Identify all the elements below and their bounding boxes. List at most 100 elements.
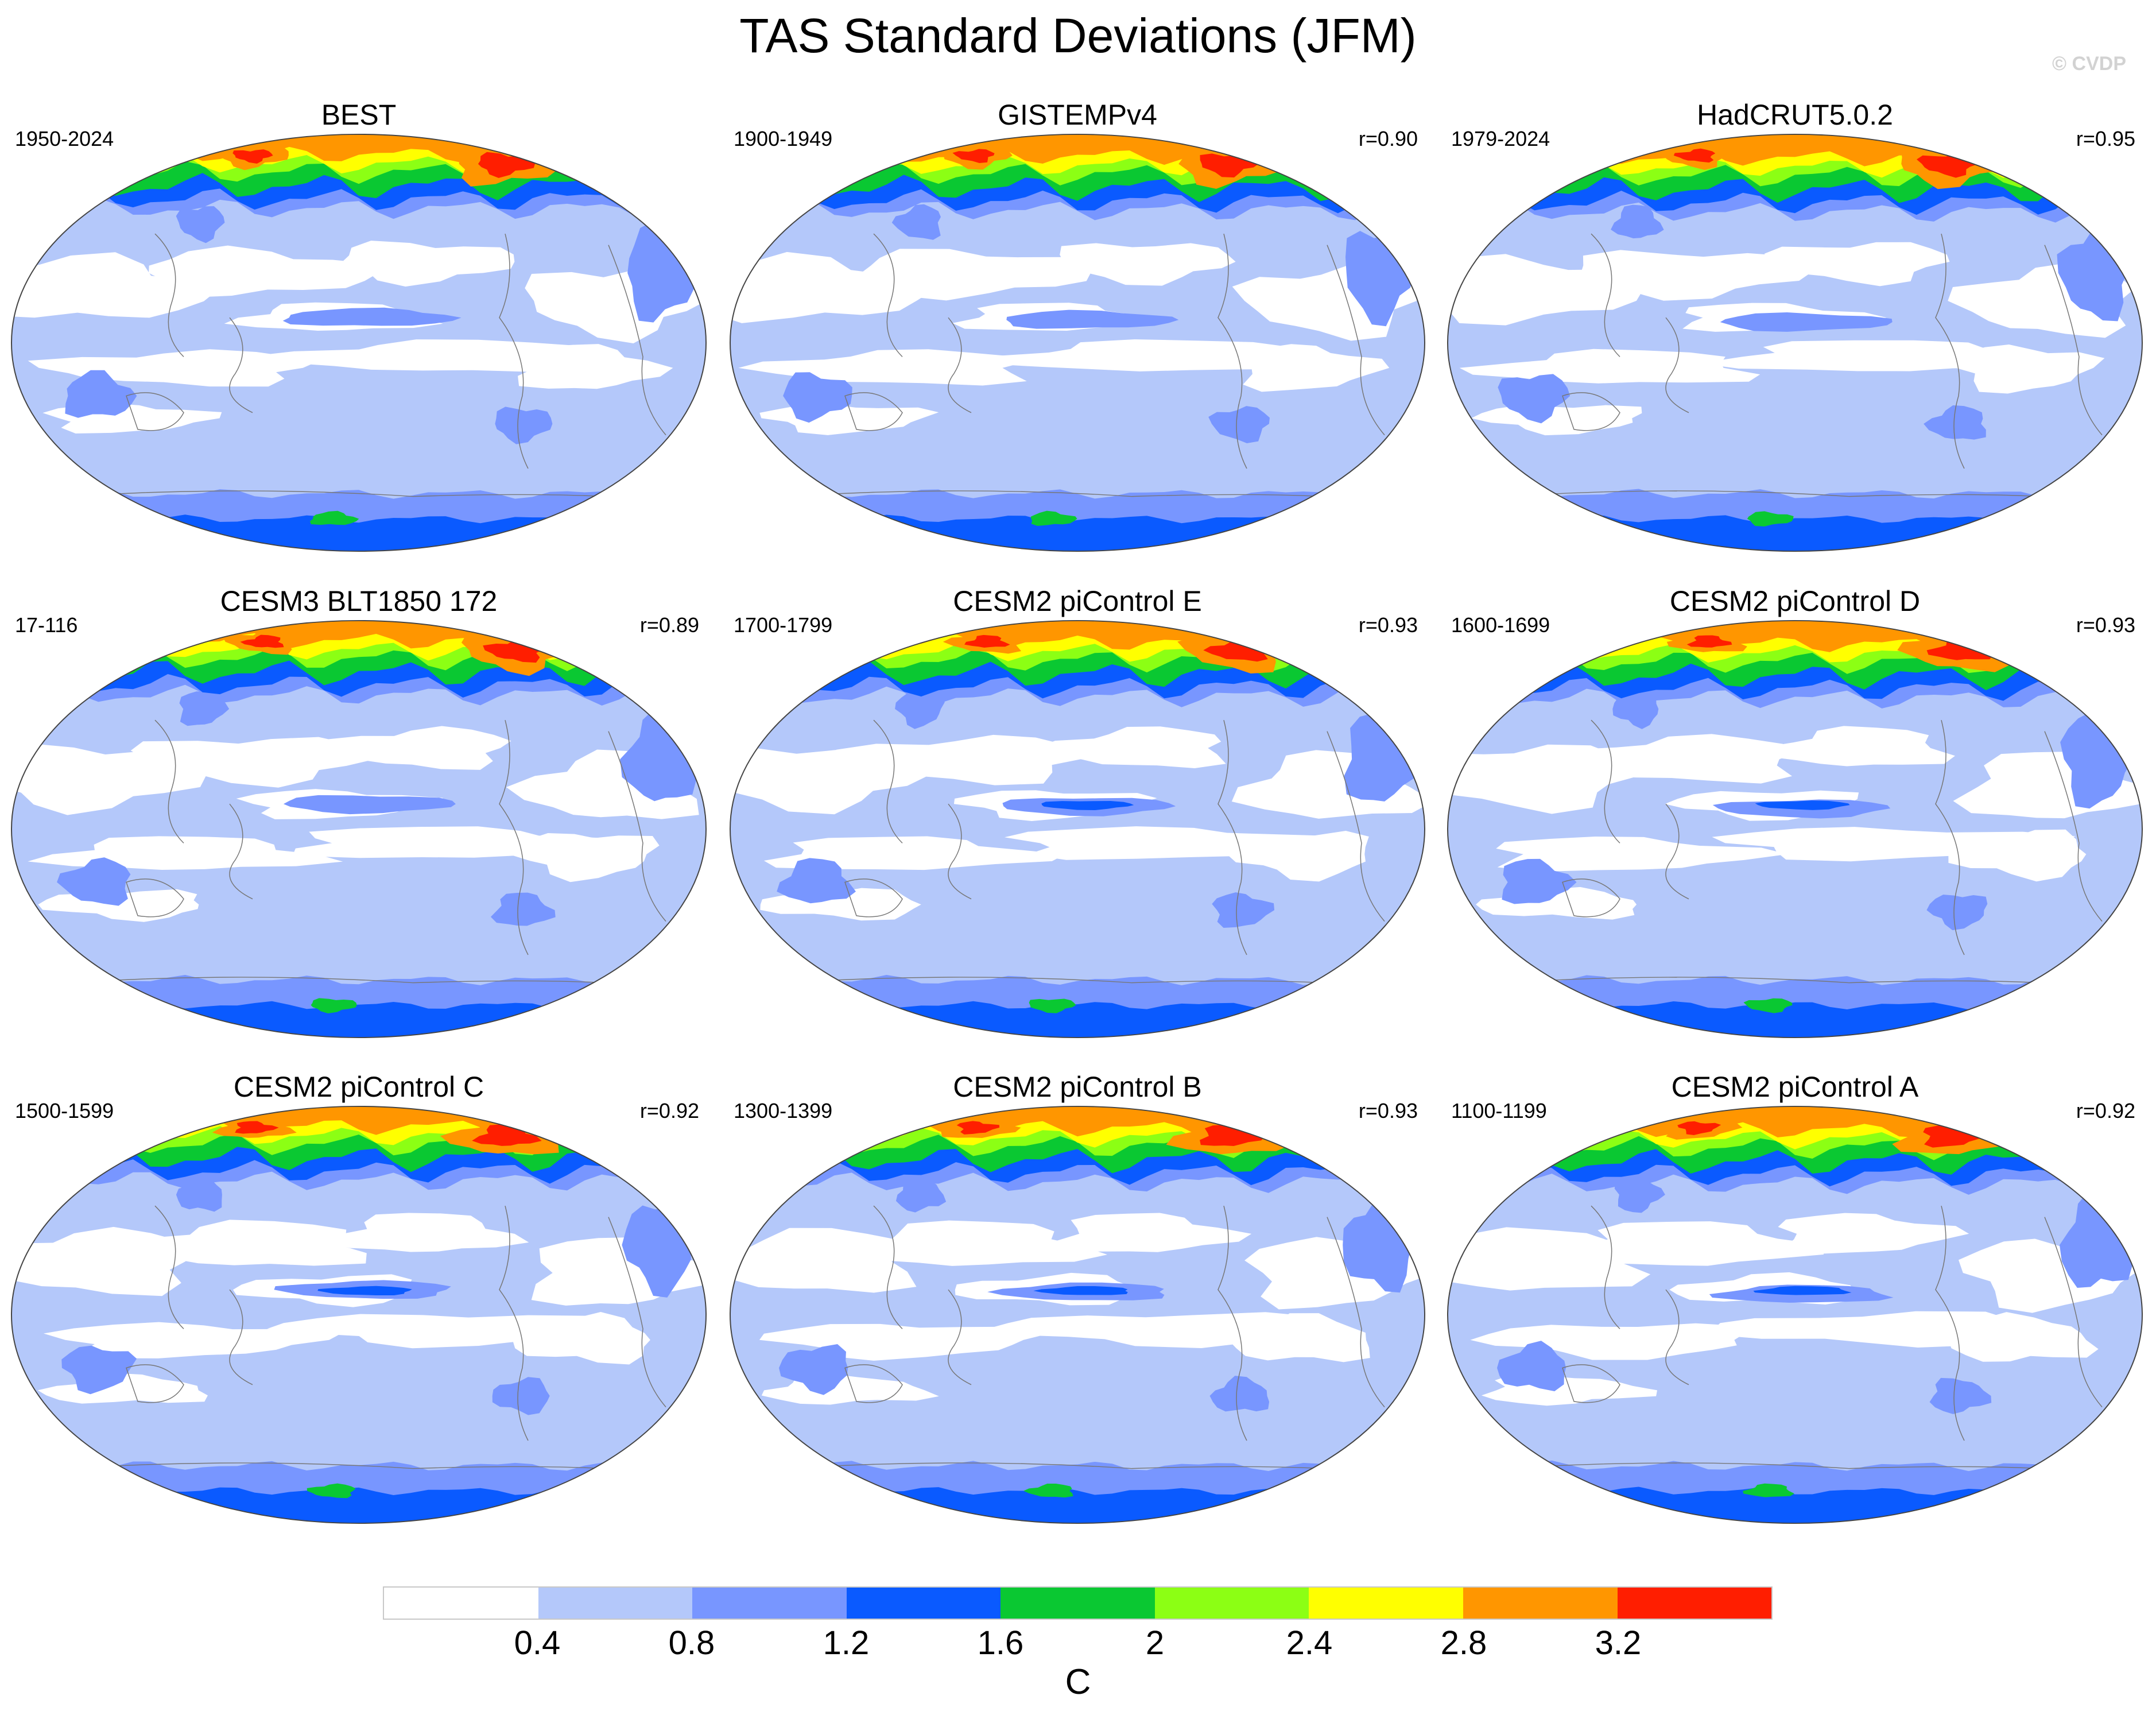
coastline [873,233,903,357]
panel-correlation: r=0.93 [2076,613,2135,637]
peak-variability-hotspot [1677,1121,1721,1135]
map-border [11,620,707,1039]
coastline [1591,1205,1620,1329]
coastline [1935,720,1965,955]
variability-patch [779,1344,848,1395]
antarctic-hotspot [307,1483,356,1499]
low-variability-zone [1236,344,1390,392]
coastline [1327,245,1385,436]
low-variability-zone [1036,726,1226,769]
colorbar-tick-label: 3.2 [1595,1624,1642,1662]
low-variability-zone [149,245,379,298]
variability-patch [1611,204,1664,239]
peak-variability-hotspot [1923,1124,1987,1148]
coastline [1665,1289,1689,1385]
peak-variability-hotspot [1526,637,1575,658]
high-variability-hotspot [1495,1114,1589,1149]
coastline [608,731,666,922]
antarctic-hotspot [1023,1483,1073,1498]
high-variability-hotspot [71,629,152,669]
map-border [730,1105,1425,1524]
panel-correlation: r=0.95 [2076,127,2135,150]
colorbar-tick-label: 2 [1145,1624,1165,1662]
low-variability-zone [323,1213,529,1252]
panel-period: 1300-1399 [734,1099,833,1122]
colorbar-swatch [1154,1588,1309,1619]
panel-period: 1950-2024 [15,127,114,150]
northern-variability-band [730,1106,1425,1137]
coastline [2044,245,2103,436]
variability-patch [179,691,230,726]
panel-title: CESM2 piControl C [233,1071,484,1103]
high-variability-hotspot [792,631,876,669]
equatorial-band-core [1753,1286,1852,1295]
panel-period: 1900-1949 [734,127,833,150]
antarctic-hotspot [1029,998,1076,1013]
coastline [608,1217,666,1408]
variability-patch [1924,405,1986,440]
panel-period: 1979-2024 [1451,127,1550,150]
panel-title: CESM2 piControl A [1671,1071,1919,1103]
coastline [1665,803,1689,900]
coastline [1562,878,1620,918]
panel-period: 1500-1599 [15,1099,114,1122]
colorbar-tick-label: 1.6 [977,1624,1024,1662]
low-variability-zone [835,1220,1108,1266]
panel-correlation: r=0.93 [1358,1099,1418,1122]
coastline [1217,1206,1247,1441]
antarctic-hotspot [1743,998,1793,1013]
panel-title: CESM2 piControl B [953,1071,1202,1103]
peak-variability-hotspot [232,149,273,164]
coastline [948,1289,972,1385]
coastline [1935,234,1965,469]
peak-variability-hotspot [86,638,134,660]
peak-variability-hotspot [1673,148,1716,163]
high-variability-hotspot [1504,141,1587,181]
low-variability-zone [11,252,219,318]
high-variability-hotspot [769,1114,862,1151]
variability-patch [1929,1377,1992,1414]
low-variability-zone [1948,1312,2099,1362]
low-variability-zone [130,737,375,788]
peak-variability-hotspot [956,1121,1000,1135]
low-variability-zone [109,1220,367,1266]
low-variability-zone [1561,1221,1825,1266]
coastline [948,317,972,413]
cvdp-watermark: © CVDP [2052,53,2126,75]
panel-correlation: r=0.90 [1358,127,1418,150]
colorbar [383,1586,1773,1620]
colorbar-tick-label: 0.8 [668,1624,715,1662]
peak-variability-hotspot [240,634,284,648]
low-variability-zone [1764,242,1950,287]
variability-patch [57,857,131,906]
map-panel: HadCRUT5.0.2 1979-2024 r=0.95 [1442,98,2148,552]
variability-patch [1209,1376,1270,1412]
variability-patch [176,1174,222,1212]
map-panel: CESM2 piControl C 1500-1599 r=0.92 [6,1070,712,1524]
map-border [1447,133,2143,552]
colorbar-tick-label: 2.8 [1440,1624,1487,1662]
low-variability-zone [730,251,934,323]
variability-patch [1208,406,1270,444]
variability-patch [490,892,556,926]
variability-patch [176,206,225,243]
map-border [11,1105,707,1524]
variability-patch [1498,374,1571,424]
coastline [1562,1364,1620,1403]
low-variability-zone [37,1373,208,1404]
low-variability-zone [1476,887,1637,920]
variability-patch [783,372,852,423]
peak-variability-hotspot [952,149,995,163]
equatorial-band [282,307,462,326]
low-variability-zone [1496,836,1787,872]
map-panel: CESM2 piControl B 1300-1399 r=0.93 [724,1070,1430,1524]
low-variability-zone [509,833,660,882]
variability-patch [1344,711,1421,802]
coastline [499,720,529,955]
robinson-map [11,620,707,1039]
coastline [844,392,903,431]
coastline [126,878,184,918]
low-variability-zone [1549,734,1799,784]
low-variability-zone [43,1322,343,1358]
panel-title: CESM2 piControl E [953,585,1202,617]
